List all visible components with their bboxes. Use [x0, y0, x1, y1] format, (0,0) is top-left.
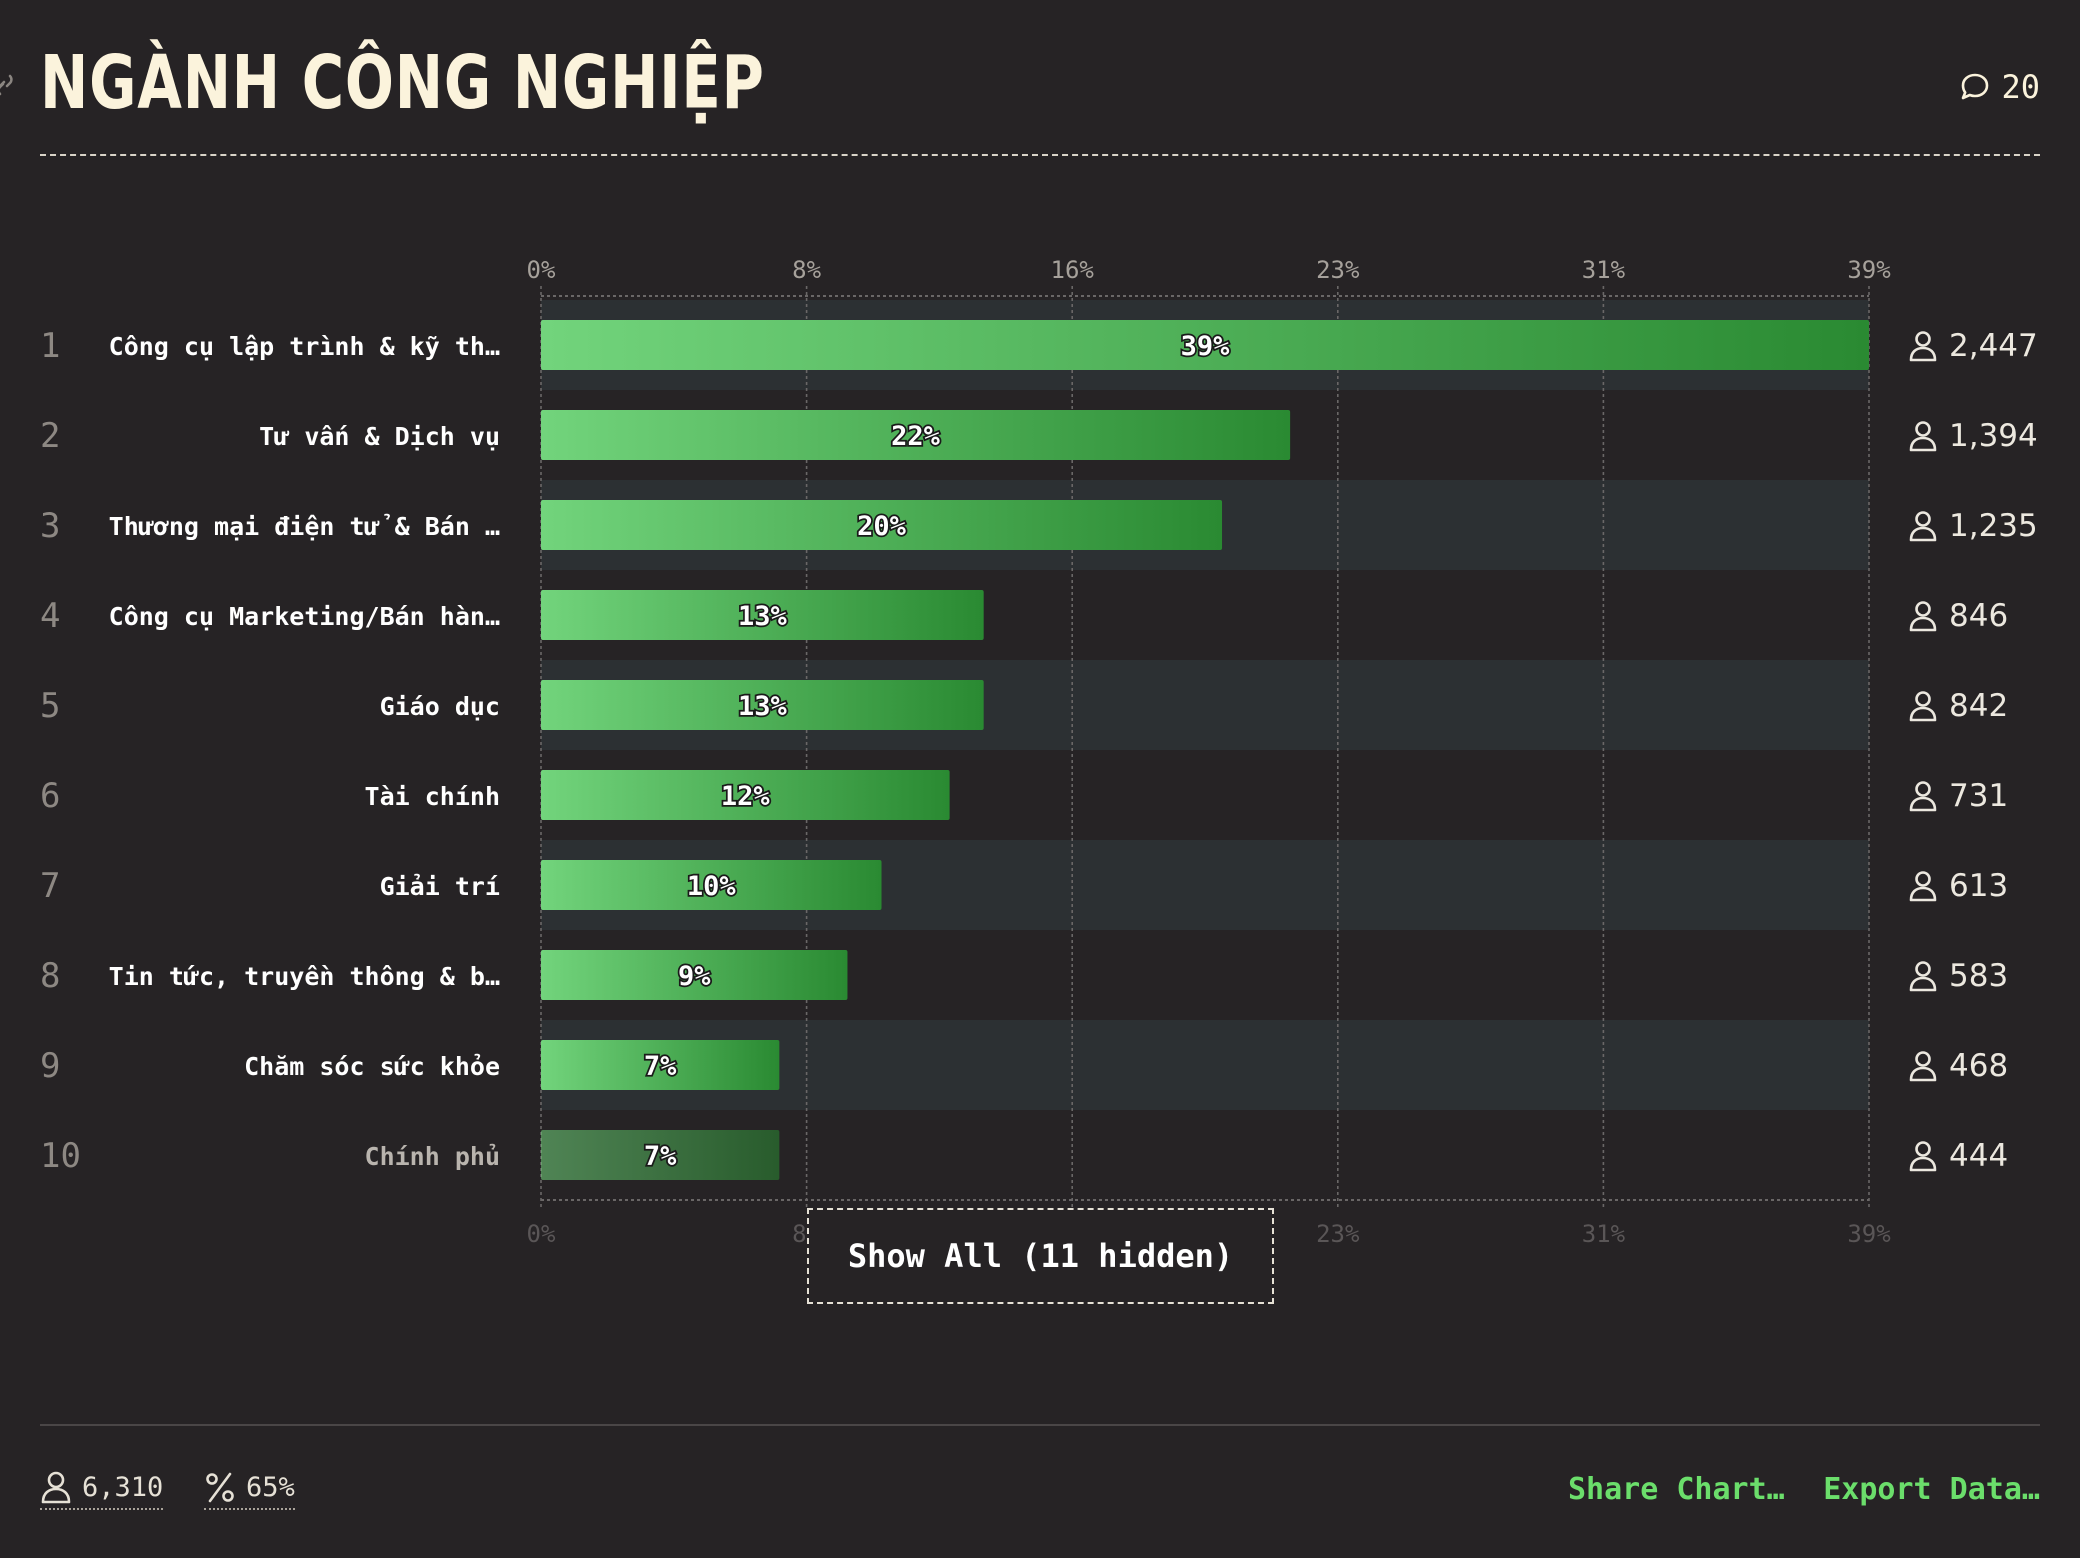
x-tick-label-top: 23%: [1316, 256, 1360, 284]
user-icon-body: [1909, 526, 1937, 542]
bar-value-label: 7%: [644, 1051, 677, 1082]
user-icon: [1915, 1051, 1931, 1067]
bar-value-label: 13%: [738, 691, 788, 722]
x-tick-label-top: 16%: [1051, 256, 1095, 284]
bar[interactable]: [541, 1040, 780, 1090]
bar-value-label: 13%: [738, 601, 788, 632]
rank-number: 10: [40, 1136, 81, 1176]
user-count: 444: [1949, 1138, 2008, 1174]
user-count: 583: [1949, 958, 2008, 994]
user-icon: [1915, 961, 1931, 977]
x-tick-label-top: 31%: [1582, 256, 1626, 284]
bar[interactable]: [541, 590, 984, 640]
user-icon: [1915, 331, 1931, 347]
user-icon-body: [1909, 1156, 1937, 1172]
user-count: 846: [1949, 598, 2008, 634]
bar-value-label: 20%: [857, 511, 907, 542]
category-label: Tư vấn & Dịch vụ: [259, 422, 500, 451]
category-label: Tin tức, truyền thông & b…: [109, 962, 500, 991]
user-count: 1,235: [1949, 508, 2038, 544]
bar[interactable]: [541, 770, 950, 820]
bar[interactable]: [541, 950, 848, 1000]
bar[interactable]: [541, 680, 984, 730]
bar-value-label: 22%: [891, 421, 941, 452]
bar[interactable]: [541, 410, 1291, 460]
rank-number: 7: [40, 866, 60, 906]
user-icon: [1915, 1141, 1931, 1157]
rank-number: 5: [40, 686, 60, 726]
rank-number: 2: [40, 416, 60, 456]
user-icon-body: [1909, 616, 1937, 632]
bar-value-label: 10%: [687, 871, 737, 902]
category-label: Công cụ lập trình & kỹ th…: [109, 332, 500, 361]
title-divider: [40, 154, 2040, 156]
percent-stat[interactable]: 65%: [204, 1470, 295, 1510]
user-count: 1,394: [1949, 418, 2038, 454]
user-icon: [1915, 871, 1931, 887]
category-label: Thương mại điện tử & Bán …: [109, 512, 500, 541]
rank-number: 4: [40, 596, 60, 636]
rank-number: 9: [40, 1046, 60, 1086]
user-icon: [1915, 691, 1931, 707]
category-label: Giáo dục: [380, 692, 500, 721]
total-users-stat[interactable]: 6,310: [40, 1470, 164, 1510]
user-count: 468: [1949, 1048, 2008, 1084]
user-count: 731: [1949, 778, 2008, 814]
bar-value-label: 39%: [1181, 331, 1231, 362]
percent-icon: [206, 1472, 234, 1503]
show-all-button[interactable]: Show All (11 hidden): [807, 1208, 1274, 1304]
user-icon: [1915, 601, 1931, 617]
user-icon: [1915, 511, 1931, 527]
share-chart-link[interactable]: Share Chart…: [1568, 1472, 1785, 1507]
category-label: Chính phủ: [365, 1142, 500, 1171]
rank-number: 8: [40, 956, 60, 996]
rank-number: 1: [40, 326, 60, 366]
user-icon-body: [1909, 346, 1937, 362]
bar[interactable]: [541, 1130, 780, 1180]
user-count: 842: [1949, 688, 2008, 724]
user-count: 2,447: [1949, 328, 2038, 364]
page-title: NGÀNH CÔNG NGHIỆP: [40, 40, 765, 126]
user-icon-body: [1909, 886, 1937, 902]
x-tick-label-top: 0%: [527, 256, 556, 284]
user-icon-body: [1909, 1066, 1937, 1082]
user-icon-body: [1909, 706, 1937, 722]
category-label: Công cụ Marketing/Bán hàn…: [109, 602, 500, 631]
comments-button[interactable]: 20: [1959, 68, 2040, 106]
bar-value-label: 7%: [644, 1141, 677, 1172]
export-data-link[interactable]: Export Data…: [1823, 1472, 2040, 1507]
rank-number: 3: [40, 506, 60, 546]
comment-count: 20: [2001, 68, 2040, 106]
user-icon-body: [1909, 436, 1937, 452]
bar-value-label: 12%: [721, 781, 771, 812]
user-icon-body: [1909, 976, 1937, 992]
bar[interactable]: [541, 320, 1869, 370]
bar-value-label: 9%: [678, 961, 711, 992]
user-icon: [1915, 421, 1931, 437]
total-users-value: 6,310: [82, 1471, 164, 1503]
category-label: Chăm sóc sức khỏe: [244, 1052, 500, 1081]
x-tick-label-top: 8%: [792, 256, 821, 284]
x-tick-label-bottom: 23%: [1316, 1220, 1360, 1248]
user-icon: [41, 1471, 71, 1504]
x-tick-label-bottom: 0%: [527, 1220, 556, 1248]
footer-divider: [40, 1424, 2040, 1426]
bar[interactable]: [541, 500, 1223, 550]
category-label: Giải trí: [380, 872, 500, 901]
rank-number: 6: [40, 776, 60, 816]
link-icon[interactable]: [0, 72, 18, 98]
x-tick-label-bottom: 31%: [1582, 1220, 1626, 1248]
user-icon: [1915, 781, 1931, 797]
percent-value: 65%: [246, 1471, 295, 1503]
comment-icon: [1962, 73, 1989, 100]
user-count: 613: [1949, 868, 2008, 904]
x-tick-label-bottom: 39%: [1847, 1220, 1891, 1248]
user-icon-body: [1909, 796, 1937, 812]
category-label: Tài chính: [365, 782, 500, 811]
bar[interactable]: [541, 860, 882, 910]
x-tick-label-top: 39%: [1847, 256, 1891, 284]
